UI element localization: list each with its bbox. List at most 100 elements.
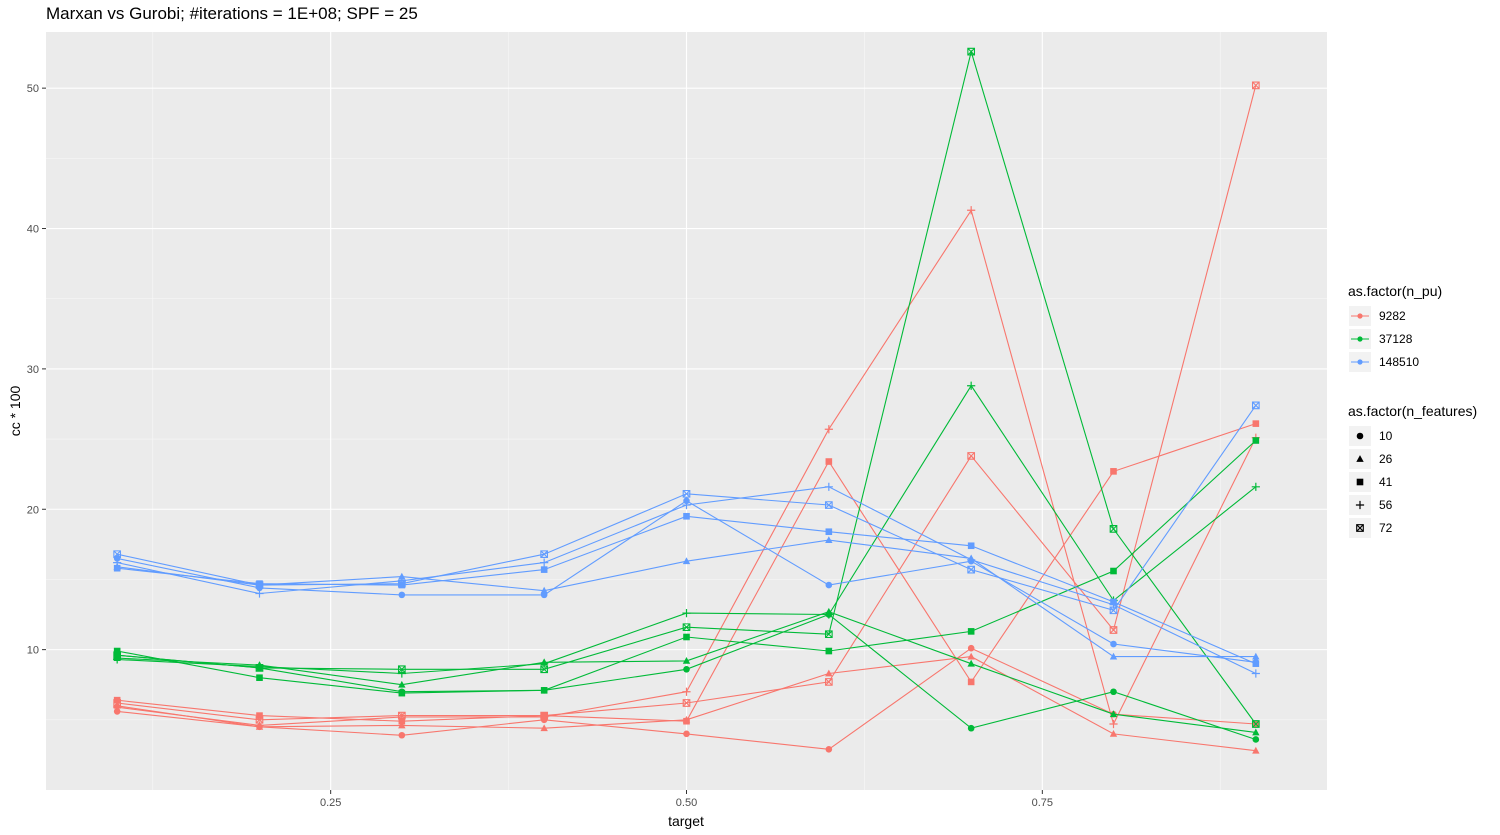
legend-key-point [1357,359,1363,365]
data-point [1109,626,1118,634]
data-point [397,665,406,674]
data-point [1252,736,1260,743]
color-legend-title: as.factor(n_pu) [1348,283,1442,299]
data-point [397,712,406,722]
data-point [967,644,975,652]
data-point [1110,468,1117,475]
data-point [113,564,121,572]
shape-legend-label: 41 [1379,475,1393,489]
chart-title: Marxan vs Gurobi; #iterations = 1E+08; S… [46,4,418,23]
y-tick-label: 20 [27,504,39,516]
series-layer [113,47,1260,754]
y-tick-label: 40 [27,224,39,236]
data-point [1251,81,1260,90]
data-point [967,724,975,732]
data-point [397,711,406,720]
series-npu-9282-nf-72 [113,81,1260,724]
data-point [967,678,975,686]
data-point [967,47,976,56]
data-point [825,528,833,536]
y-tick-label: 30 [27,364,39,376]
legend-key-point [1357,336,1363,342]
data-point [113,651,122,660]
data-point [397,669,406,678]
data-point [1109,652,1118,660]
data-point [113,558,122,567]
color-legend-label: 37128 [1379,332,1413,346]
data-point [540,665,549,674]
data-point [683,730,690,738]
data-point [113,703,122,712]
data-point [1252,437,1260,444]
series-npu-37128-nf-41 [113,437,1260,697]
data-point [540,687,548,694]
data-point [1252,420,1260,427]
data-point [540,558,549,567]
data-point [255,664,264,672]
data-point [540,566,548,573]
x-tick-label: 0.75 [1032,797,1053,809]
data-point [825,647,833,655]
y-axis-title: cc * 100 [7,385,23,436]
data-point [682,557,691,565]
color-legend-label: 9282 [1379,309,1406,323]
data-point [967,659,975,667]
data-point [967,542,975,550]
data-point [682,687,691,696]
series-npu-9282-nf-41 [113,420,1260,725]
data-point [1252,660,1260,667]
grid-lines [46,32,1327,790]
data-point [256,712,263,719]
data-point [683,497,690,505]
data-point [398,731,406,739]
data-point [1252,728,1260,736]
data-point [398,717,406,725]
data-point [967,652,975,660]
data-point [683,512,690,520]
data-point [967,206,976,215]
legend-key-shape [1356,524,1364,532]
data-point [1251,720,1260,728]
data-point [540,711,549,720]
data-point [113,647,121,655]
data-point [398,581,406,589]
data-point [1109,525,1118,533]
x-tick-label: 0.50 [676,797,697,809]
data-point [824,482,833,491]
data-point [824,425,833,434]
data-point [398,689,406,697]
data-point [1109,606,1118,615]
data-point [825,581,833,589]
data-point [1109,729,1118,737]
series-npu-37128-nf-72 [113,47,1260,728]
data-point [825,745,833,753]
y-tick-label: 50 [27,83,39,95]
legend-key-shape [1355,500,1365,510]
legend-key-shape [1356,478,1364,486]
data-point [682,489,691,498]
shape-legend-label: 56 [1379,498,1393,512]
data-point [824,678,833,686]
data-point [967,565,976,574]
data-point [824,501,833,509]
data-point [683,633,690,641]
data-point [1251,669,1260,678]
data-point [113,555,121,562]
color-legend-label: 148510 [1379,355,1419,369]
data-point [967,628,975,635]
axes: target cc * 100 0.25 0.50 0.75 10 20 30 40 50 [7,83,1053,829]
data-point [1109,710,1118,718]
data-point [682,623,691,632]
data-point [113,699,122,707]
data-point [255,662,264,671]
x-axis-title: target [668,813,704,829]
data-point [113,708,121,715]
data-point [255,589,264,598]
series-npu-148510-nf-56 [113,482,1260,678]
shape-legend-label: 10 [1379,429,1393,443]
data-point [683,665,690,673]
data-point [540,550,549,559]
data-point [825,669,833,677]
series-npu-148510-nf-72 [113,401,1260,615]
data-point [967,555,976,564]
